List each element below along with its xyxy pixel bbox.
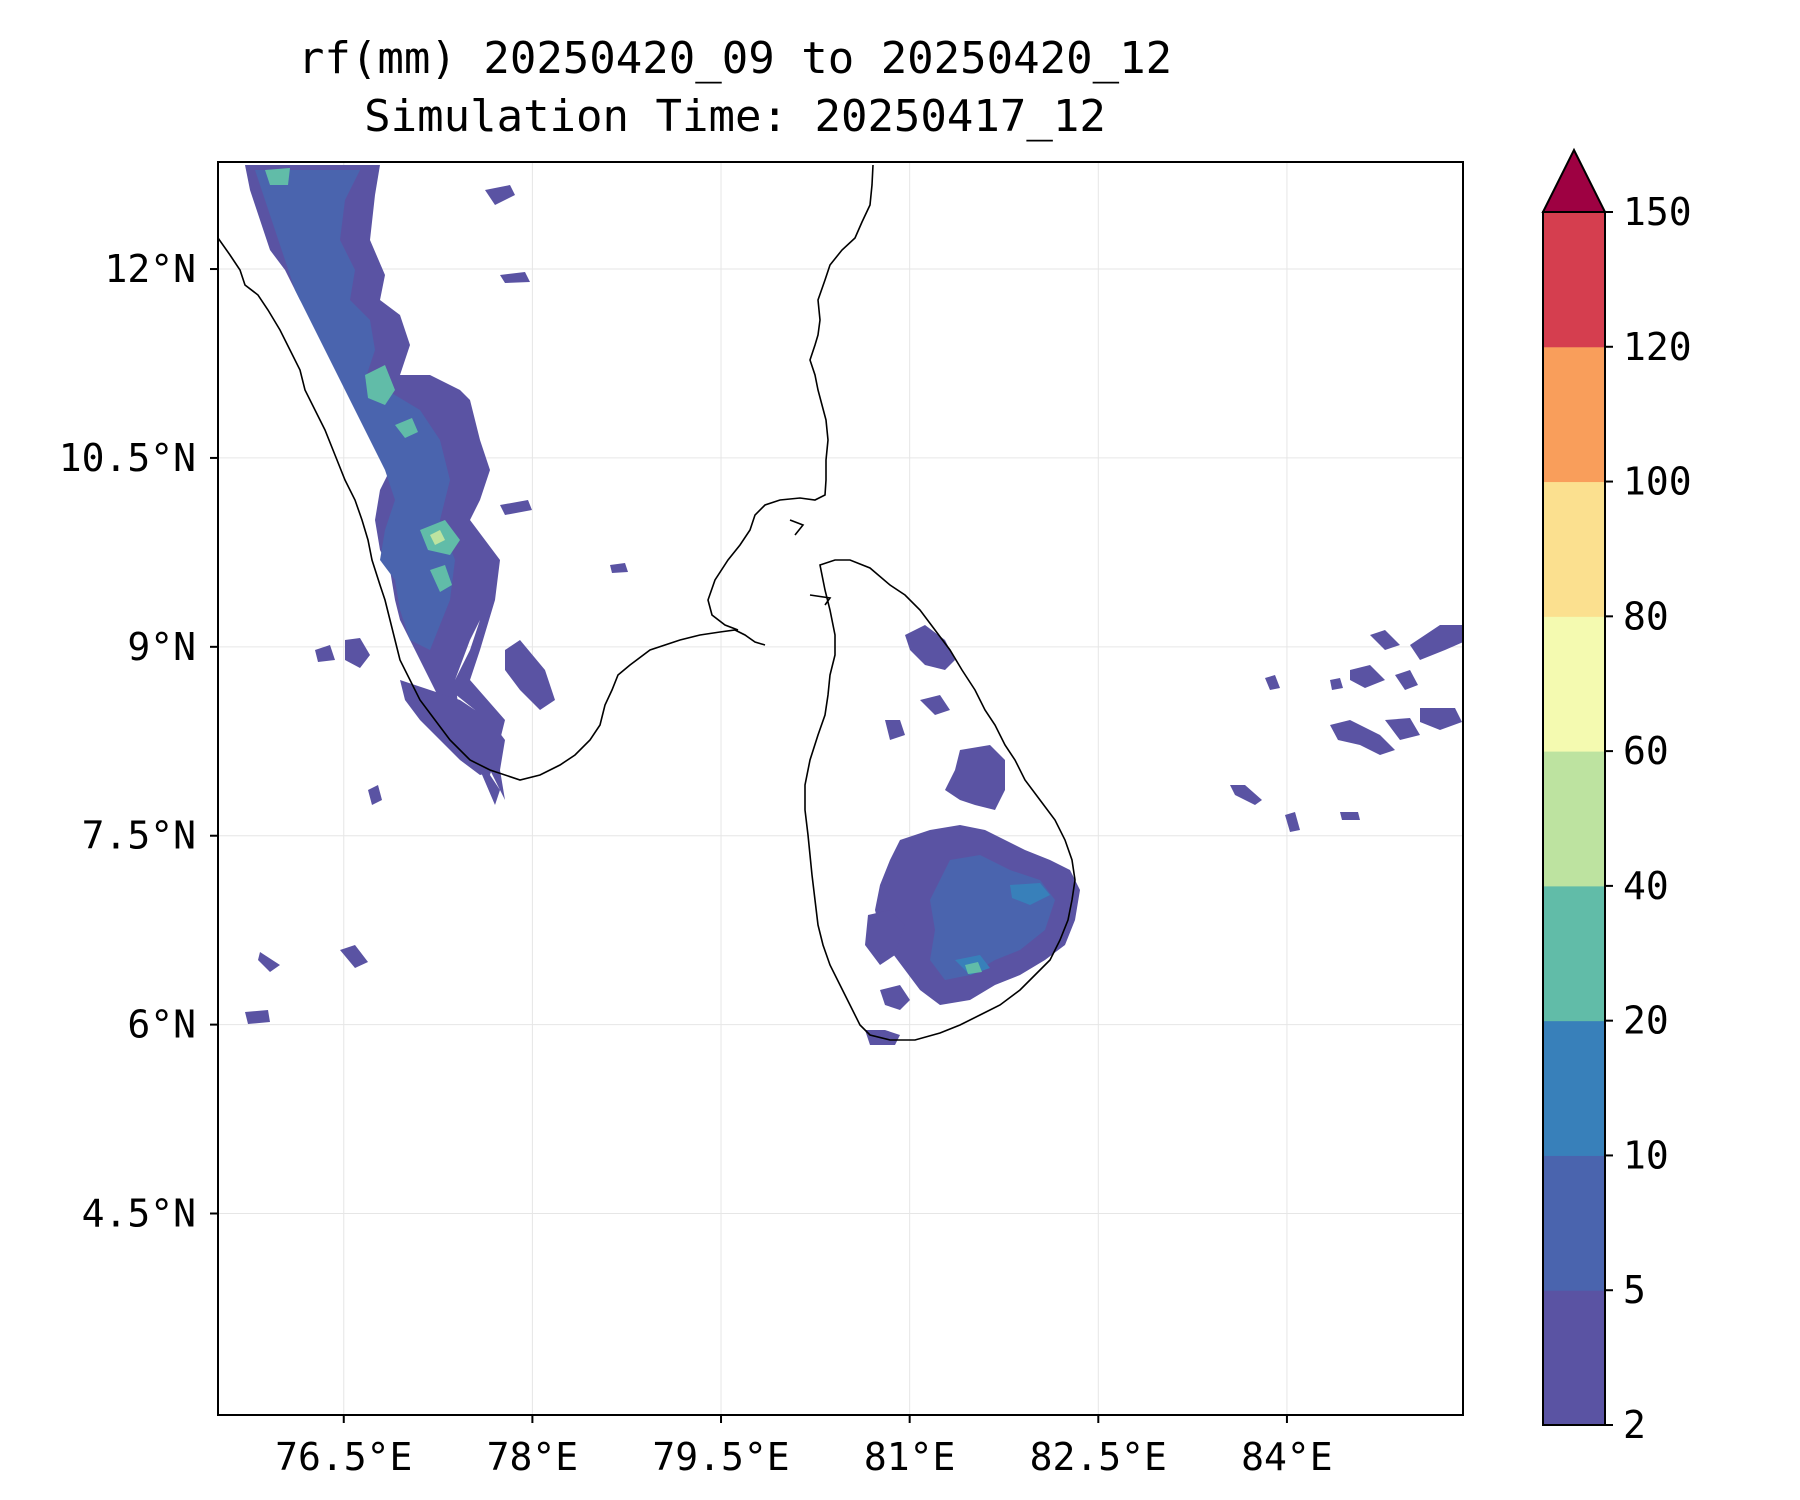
rain-patch-kerala	[245, 165, 505, 805]
y-tick-label: 4.5°N	[82, 1192, 196, 1236]
y-tick-label: 10.5°N	[59, 436, 196, 480]
x-tick-label: 84°E	[1241, 1435, 1333, 1479]
colorbar-tick-label: 40	[1623, 864, 1669, 908]
colorbar-tick-label: 20	[1623, 999, 1669, 1043]
rain-patch-kerala-south	[400, 680, 505, 775]
colorbar-tick-label: 10	[1623, 1133, 1669, 1177]
colorbar-frame	[1542, 211, 1606, 1426]
colorbar-segment	[1543, 1020, 1605, 1156]
y-tick-label: 7.5°N	[82, 814, 196, 858]
colorbar-segment	[1543, 1155, 1605, 1291]
x-tick-label: 76.5°E	[275, 1435, 412, 1479]
colorbar-segment	[1543, 885, 1605, 1022]
colorbar-segment	[1543, 346, 1605, 483]
colorbar-tick-label: 2	[1623, 1403, 1646, 1447]
colorbar-tick-label: 120	[1623, 325, 1692, 369]
y-tick-label: 9°N	[127, 625, 196, 669]
colorbar-segment	[1543, 212, 1605, 348]
colorbar-segment	[1543, 1290, 1605, 1426]
x-tick-label: 82.5°E	[1030, 1435, 1167, 1479]
colorbar-tick-label: 150	[1623, 190, 1692, 234]
title-line-1: rf(mm) 20250420_09 to 20250420_12	[297, 33, 1173, 84]
colorbar-extend-arrow	[1541, 147, 1607, 213]
rainfall-contours	[245, 165, 1463, 1045]
x-axis: 76.5°E 78°E 79.5°E 81°E 82.5°E 84°E	[275, 1415, 1333, 1479]
india-east-coast	[707, 164, 874, 631]
title-line-2: Simulation Time: 20250417_12	[364, 91, 1106, 142]
x-tick-label: 78°E	[487, 1435, 579, 1479]
y-tick-label: 12°N	[104, 247, 196, 291]
colorbar-tick-label: 5	[1623, 1268, 1646, 1312]
x-tick-label: 79.5°E	[652, 1435, 789, 1479]
axes-frame	[217, 161, 1464, 1416]
colorbar-tick-label: 60	[1623, 729, 1669, 773]
gridlines	[218, 162, 1463, 1415]
colorbar-segment	[1543, 481, 1605, 617]
colorbar-tick-label: 80	[1623, 594, 1669, 638]
coastlines	[218, 164, 1076, 1041]
y-tick-label: 6°N	[127, 1003, 196, 1047]
colorbar-segment	[1543, 751, 1605, 887]
india-west-coast	[218, 237, 766, 781]
x-tick-label: 81°E	[864, 1435, 956, 1479]
colorbar-segment	[1543, 616, 1605, 752]
colorbar: 2 5 10 20 40 60 80 100 120 150	[1541, 147, 1692, 1447]
y-axis: 12°N 10.5°N 9°N 7.5°N 6°N 4.5°N	[59, 247, 218, 1236]
figure-title: rf(mm) 20250420_09 to 20250420_12 Simula…	[0, 30, 1470, 146]
colorbar-tick-label: 100	[1623, 460, 1692, 504]
sri-lanka-coast	[804, 559, 1076, 1041]
